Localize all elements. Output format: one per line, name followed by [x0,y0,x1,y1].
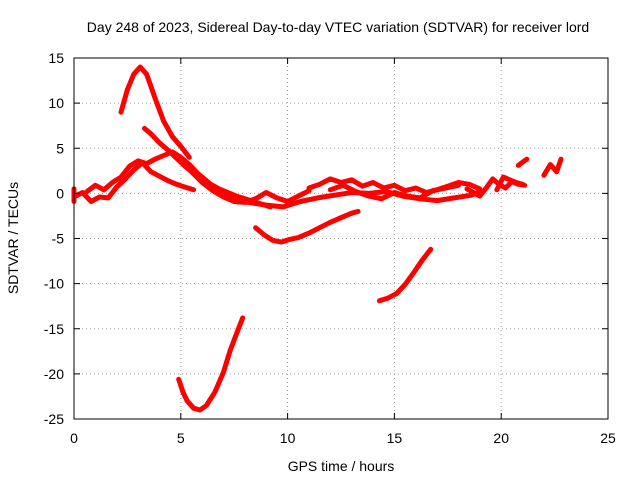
y-tick-label: 15 [48,50,64,66]
grid [74,58,608,419]
data-series [71,64,564,413]
y-tick-label: 10 [48,95,64,111]
series-arc-11 [176,315,246,413]
y-tick-label: -10 [44,276,64,292]
series-arc-8 [327,182,461,202]
y-tick-label: -15 [44,321,64,337]
series-arc-14 [515,156,530,168]
x-tick-label: 15 [387,430,403,446]
series-arc-15 [541,156,564,178]
series-arc-9 [253,208,361,245]
series-arc-3 [84,149,244,204]
y-tick-label: -5 [52,231,65,247]
series-arc-13 [494,174,526,193]
x-axis-label: GPS time / hours [288,458,395,474]
series-arc-4 [71,160,197,204]
series-arc-5 [189,169,312,205]
y-tick-label: 5 [56,140,64,156]
y-tick-label: 0 [56,185,64,201]
x-tick-label: 0 [70,430,78,446]
y-tick-label: -25 [44,411,64,427]
x-tick-label: 20 [493,430,509,446]
series-arc-10 [376,246,434,304]
tick-labels: 0 5 10 15 20 25 15 10 5 0 -5 -10 -15 -20 -25 [44,50,616,446]
y-tick-label: -20 [44,366,64,382]
y-axis-label: SDTVAR / TECUs [5,182,21,294]
axis-ticks [73,57,609,420]
x-tick-label: 10 [280,430,296,446]
series-arc-2 [142,125,273,210]
chart-title: Day 248 of 2023, Sidereal Day-to-day VTE… [87,19,589,35]
x-tick-label: 25 [600,430,616,446]
x-tick-label: 5 [177,430,185,446]
series-arc-1 [118,64,192,160]
